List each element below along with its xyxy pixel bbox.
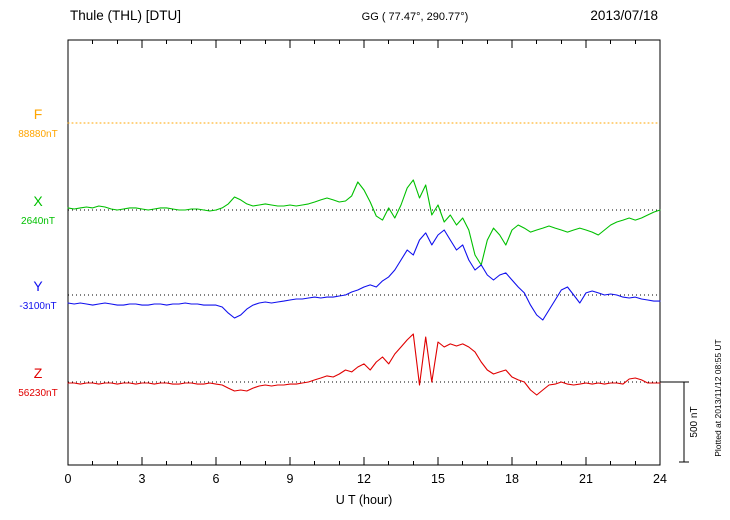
trace-X <box>67 179 661 266</box>
series-baseline-value-X: 2640nT <box>21 216 55 227</box>
x-axis-title: U T (hour) <box>336 493 393 507</box>
series-baseline-value-Z: 56230nT <box>18 388 57 399</box>
plot-frame <box>67 39 661 466</box>
x-tick-label: 6 <box>213 472 220 486</box>
series-baseline-value-F: 88880nT <box>18 129 57 140</box>
x-tick-label: 15 <box>431 472 445 486</box>
plot-date: 2013/07/18 <box>590 8 658 23</box>
x-tick-label: 3 <box>139 472 146 486</box>
trace-Z <box>67 333 661 396</box>
gg-coordinates: GG ( 77.47°, 290.77°) <box>362 11 469 23</box>
station-title: Thule (THL) [DTU] <box>70 8 181 23</box>
series-label-Y: Y <box>33 278 43 294</box>
plot-content: 0 3 6 9 12 15 18 21 24 F 88880nT X 2640nT Y -3100nT Z 56… <box>18 40 667 486</box>
series-label-X: X <box>33 193 43 209</box>
x-tick-label: 0 <box>65 472 72 486</box>
scale-bar-label: 500 nT <box>689 406 700 437</box>
series-label-F: F <box>34 106 43 122</box>
x-tick-label: 18 <box>505 472 519 486</box>
scale-bar <box>660 381 689 463</box>
series-baseline-value-Y: -3100nT <box>19 301 56 312</box>
x-tick-label: 21 <box>579 472 593 486</box>
x-tick-label: 24 <box>653 472 667 486</box>
x-tick-label: 9 <box>287 472 294 486</box>
trace-Y <box>67 229 661 321</box>
x-tick-label: 12 <box>357 472 371 486</box>
series-label-Z: Z <box>34 365 43 381</box>
plotted-at-note: Plotted at 2013/11/12 08:55 UT <box>713 339 723 457</box>
